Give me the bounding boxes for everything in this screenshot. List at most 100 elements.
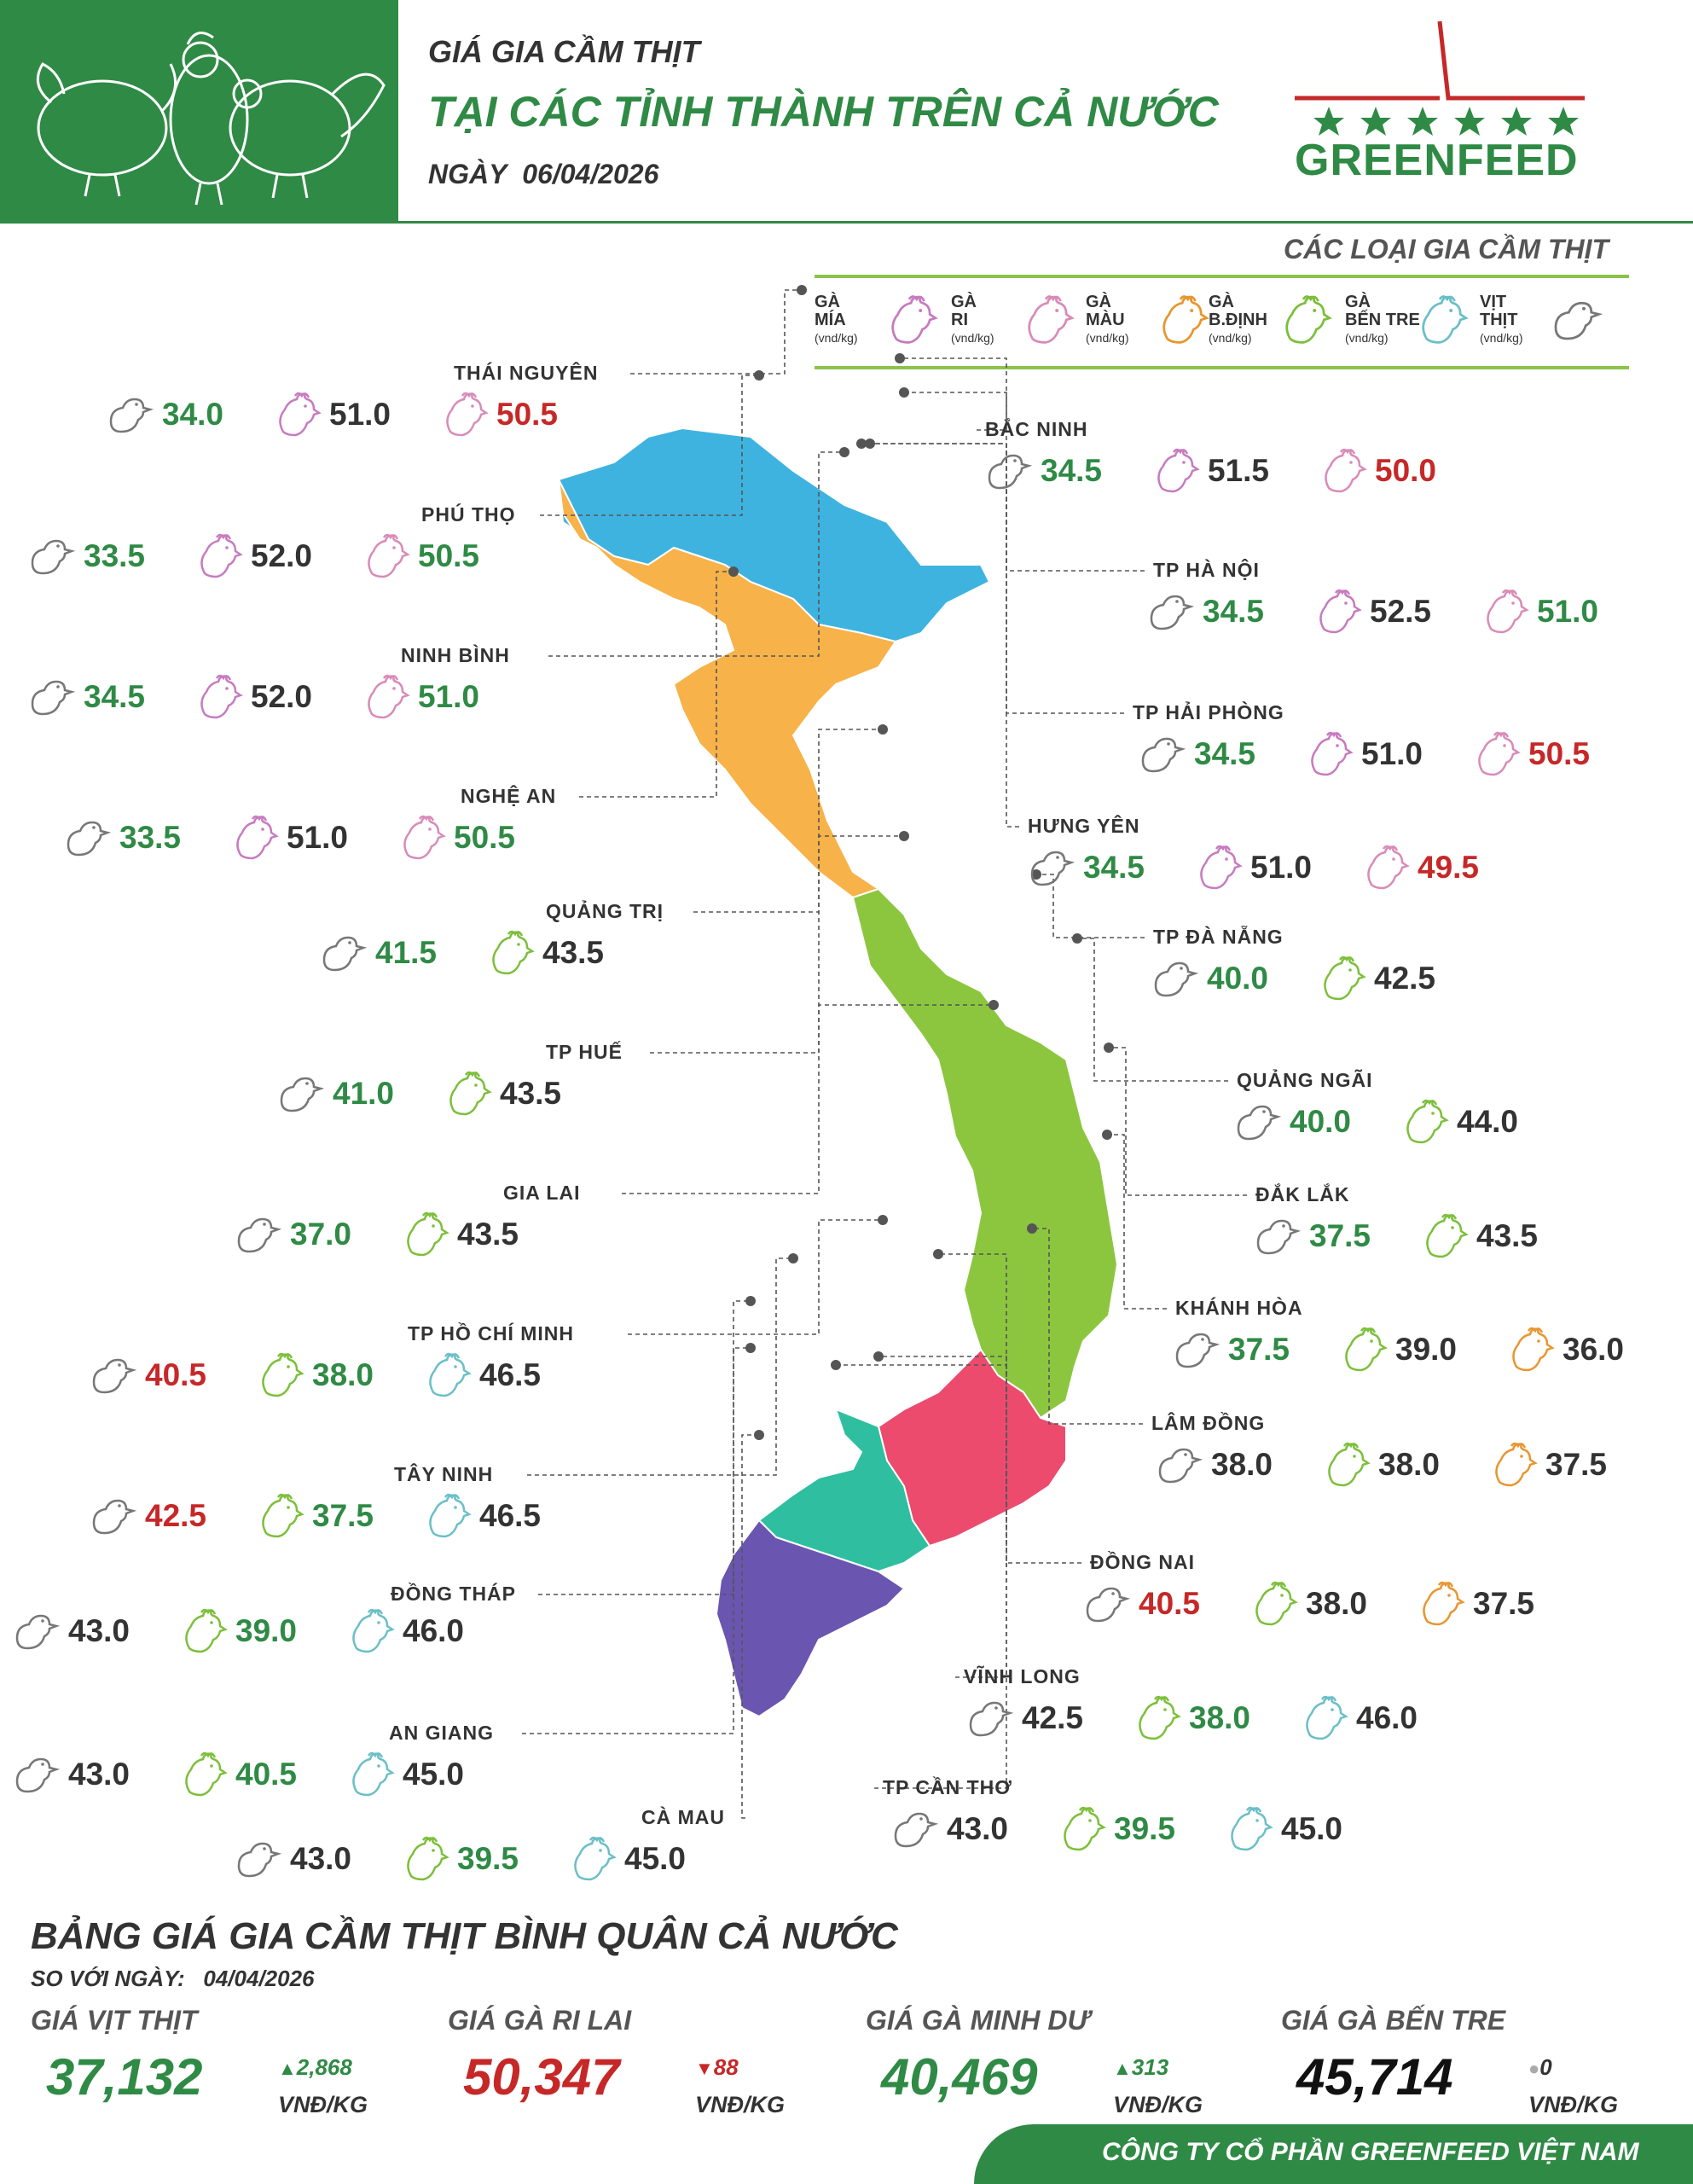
- rooster-bentre-icon: [352, 1608, 395, 1653]
- average-change: 2,868: [296, 2054, 352, 2080]
- rooster-ri-icon: [446, 392, 489, 437]
- legend-label: VỊT THỊT (vnd/kg): [1480, 293, 1523, 347]
- price-value: 42.5: [1022, 1700, 1084, 1735]
- header-banner: [0, 0, 398, 224]
- price-value: 51.0: [329, 397, 391, 432]
- rooster-mia-icon: [1200, 845, 1243, 890]
- leader-line: [540, 375, 759, 516]
- map-leader-lines: [522, 285, 1247, 1819]
- price-value: 38.0: [1189, 1700, 1251, 1735]
- province-label: TP HẢI PHÒNG: [1133, 701, 1284, 723]
- price-value: 43.5: [500, 1076, 562, 1111]
- duck-icon: [1141, 737, 1186, 773]
- province-dot: [899, 831, 909, 841]
- rooster-bdinh-icon: [1345, 1327, 1388, 1372]
- price-item: 51.0: [270, 387, 391, 442]
- leader-line: [836, 1364, 1007, 1789]
- province-dot: [754, 1430, 764, 1440]
- down-arrow-icon: ▼: [695, 2058, 714, 2079]
- logo-text: GREENFEED: [1295, 136, 1579, 185]
- leader-line: [527, 1258, 793, 1476]
- province-label: CÀ MAU: [641, 1806, 725, 1828]
- price-item: 34.5: [1134, 727, 1255, 781]
- duck-icon: [280, 1077, 325, 1112]
- rooster-mau-icon: [1512, 1327, 1555, 1372]
- duck-icon: [1158, 1448, 1203, 1484]
- province-label: TP HỒ CHÍ MINH: [408, 1322, 575, 1345]
- legend-label: GÀ B.ĐỊNH (vnd/kg): [1209, 293, 1267, 347]
- rooster-mia-icon: [200, 533, 243, 578]
- rooster-ri-icon: [1367, 845, 1410, 890]
- price-value: 43.5: [542, 935, 605, 970]
- title-small: GIÁ GIA CẦM THỊT: [428, 34, 700, 69]
- price-value: 40.5: [145, 1357, 207, 1392]
- rooster-bdinh-icon: [407, 1211, 449, 1257]
- rooster-bdinh-icon: [1328, 1442, 1371, 1487]
- legend-unit: (vnd/kg): [1209, 331, 1252, 345]
- legend-label: GÀ MÍA (vnd/kg): [815, 293, 858, 347]
- price-value: 46.0: [1356, 1700, 1418, 1735]
- rooster-mia-icon: [1311, 731, 1354, 776]
- legend-item: VỊT THỊT (vnd/kg): [1480, 292, 1616, 360]
- price-item: 50.5: [358, 529, 479, 584]
- price-item: 40.0: [1230, 1095, 1351, 1149]
- price-value: 40.0: [1207, 961, 1269, 996]
- price-value: 43.0: [947, 1811, 1009, 1846]
- province-dot: [865, 439, 875, 449]
- rooster-bdinh-icon: [492, 930, 535, 975]
- average-change-box: ▲313: [1113, 2054, 1168, 2081]
- price-item: 37.5: [1486, 1438, 1607, 1492]
- price-value: 42.5: [1374, 961, 1436, 996]
- duck-icon: [1175, 1333, 1220, 1368]
- rooster-ri-icon: [403, 815, 446, 860]
- average-value: 45,714: [1296, 2048, 1453, 2106]
- legend-unit: (vnd/kg): [951, 331, 994, 345]
- duck-icon: [1256, 1219, 1302, 1255]
- duck-icon: [894, 1812, 939, 1848]
- price-value: 38.0: [1378, 1447, 1441, 1482]
- price-item: 37.5: [1168, 1322, 1290, 1377]
- page-title: TẠI CÁC TỈNH THÀNH TRÊN CẢ NƯỚC: [428, 88, 1219, 136]
- average-change-box: ▲2,868: [278, 2054, 352, 2081]
- province-label: VĨNH LONG: [964, 1665, 1081, 1687]
- leader-line: [522, 1347, 751, 1734]
- average-label: GIÁ GÀ BẾN TRE: [1281, 2005, 1506, 2036]
- duck-icon: [969, 1701, 1014, 1737]
- average-value: 50,347: [463, 2048, 620, 2106]
- price-value: 52.0: [251, 538, 313, 573]
- price-value: 50.5: [454, 820, 516, 855]
- price-item: 50.5: [394, 810, 515, 865]
- price-item: 41.0: [273, 1066, 394, 1121]
- price-item: 40.5: [176, 1747, 297, 1802]
- price-value: 40.0: [1290, 1104, 1352, 1139]
- leader-line: [650, 835, 904, 1054]
- date-line: NGÀY 06/04/2026: [428, 159, 658, 190]
- price-item: 45.0: [343, 1747, 464, 1802]
- leader-line: [870, 443, 1019, 828]
- price-item: 34.0: [102, 387, 223, 442]
- price-value: 37.5: [312, 1498, 374, 1533]
- price-value: 34.5: [1083, 850, 1145, 885]
- leader-line: [1032, 1228, 1143, 1425]
- rooster-bdinh-icon: [1406, 1099, 1449, 1144]
- map-region-mekong: [715, 1519, 906, 1718]
- duck-icon: [1554, 301, 1603, 340]
- price-item: 42.5: [962, 1691, 1083, 1745]
- price-value: 52.0: [251, 679, 313, 714]
- rooster-mau-icon: [1495, 1442, 1538, 1487]
- price-item: 37.5: [252, 1489, 374, 1543]
- leader-line: [628, 1219, 883, 1335]
- price-item: 51.0: [227, 810, 348, 865]
- price-value: 38.0: [312, 1357, 374, 1392]
- price-value: 46.5: [479, 1357, 542, 1392]
- province-label: NINH BÌNH: [401, 644, 510, 666]
- price-value: 37.5: [1309, 1218, 1371, 1253]
- price-item: 34.5: [1143, 584, 1264, 639]
- duck-icon: [988, 454, 1033, 490]
- rooster-mau-icon: [1423, 1581, 1465, 1626]
- province-label: THÁI NGUYÊN: [454, 362, 599, 384]
- price-item: 38.0: [252, 1348, 374, 1403]
- duck-icon: [67, 821, 112, 857]
- province-dot: [895, 353, 905, 363]
- province-label: TP ĐÀ NẴNG: [1153, 926, 1284, 948]
